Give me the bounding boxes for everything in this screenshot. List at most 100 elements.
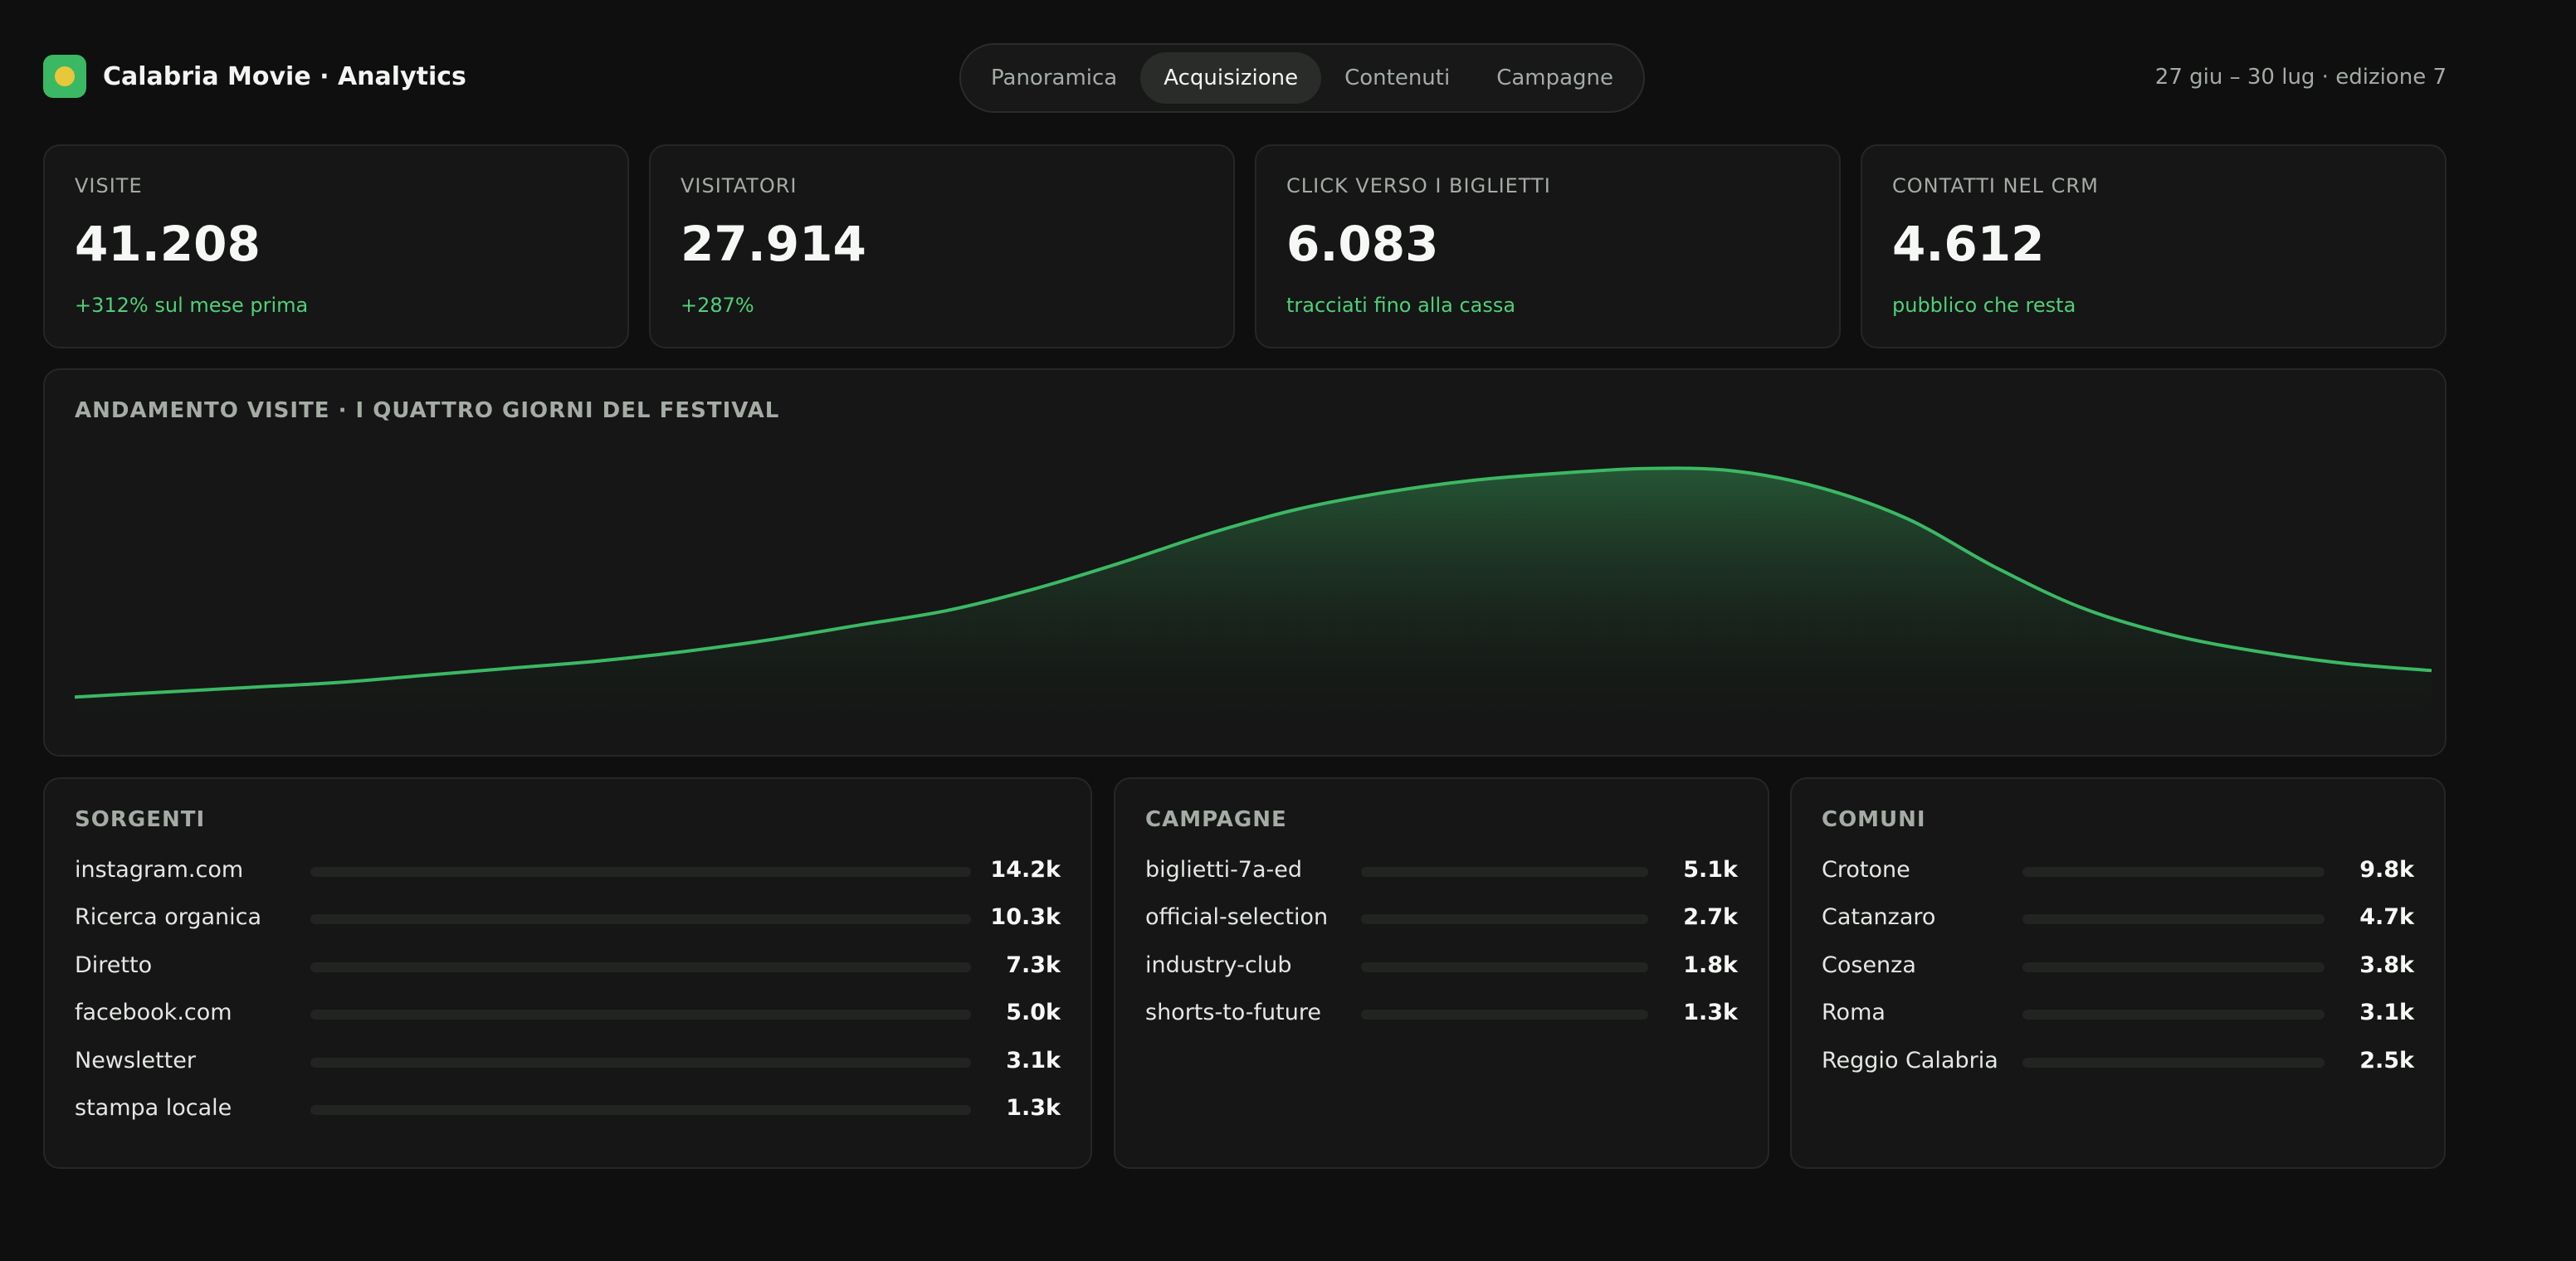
brand-title: Calabria Movie · Analytics bbox=[103, 61, 466, 91]
data-point[interactable] bbox=[1900, 511, 1916, 528]
data-point[interactable] bbox=[1201, 525, 1217, 542]
bar-track bbox=[1361, 1010, 1648, 1020]
data-point[interactable] bbox=[1637, 460, 1654, 477]
data-point[interactable] bbox=[677, 643, 694, 660]
kpi-delta: +312% sul mese prima bbox=[75, 294, 309, 317]
data-point[interactable] bbox=[1550, 465, 1567, 482]
series-line bbox=[75, 466, 2432, 699]
app-logo-icon bbox=[43, 55, 86, 98]
item-value: 3.1k bbox=[2359, 1000, 2414, 1026]
list-item[interactable]: Newsletter 3.1k bbox=[75, 1048, 1061, 1095]
list-item[interactable]: industry-club 1.8k bbox=[1145, 952, 1738, 1000]
kpi-note: pubblico che resta bbox=[1892, 294, 2076, 317]
list-item[interactable]: official-selection 2.7k bbox=[1145, 904, 1738, 952]
list-item[interactable]: shorts-to-future 1.3k bbox=[1145, 1000, 1738, 1047]
kpi-card-contatti-crm: CONTATTI NEL CRM 4.612 pubblico che rest… bbox=[1861, 144, 2447, 348]
data-point[interactable] bbox=[329, 674, 345, 691]
data-point[interactable] bbox=[1114, 554, 1130, 571]
data-point[interactable] bbox=[241, 679, 257, 696]
bar-track bbox=[1361, 962, 1648, 972]
kpi-label: VISITATORI bbox=[681, 174, 798, 197]
bar-track bbox=[2022, 962, 2325, 972]
data-point[interactable] bbox=[2161, 626, 2178, 643]
data-point[interactable] bbox=[852, 616, 869, 633]
list-item[interactable]: facebook.com 5.0k bbox=[75, 1000, 1061, 1047]
item-value: 7.3k bbox=[1006, 952, 1061, 978]
list-item[interactable]: Ricerca organica 10.3k bbox=[75, 904, 1061, 952]
data-point[interactable] bbox=[1289, 501, 1305, 518]
data-point[interactable] bbox=[1987, 559, 2003, 576]
item-name: Reggio Calabria bbox=[1822, 1047, 1998, 1074]
item-name: industry-club bbox=[1145, 952, 1292, 978]
kpi-label: CLICK VERSO I BIGLIETTI bbox=[1286, 174, 1551, 197]
bar-track bbox=[2022, 867, 2325, 877]
kpi-delta: +287% bbox=[681, 294, 754, 317]
item-name: facebook.com bbox=[75, 1000, 232, 1026]
data-point[interactable] bbox=[1027, 581, 1043, 597]
towns-panel: COMUNI Crotone 9.8k Catanzaro 4.7k Cosenza 3.… bbox=[1790, 777, 2446, 1169]
item-value: 1.3k bbox=[1006, 1094, 1061, 1121]
item-name: Cosenza bbox=[1822, 952, 1916, 978]
kpi-value: 4.612 bbox=[1892, 216, 2045, 272]
data-point[interactable] bbox=[503, 660, 520, 676]
data-point[interactable] bbox=[2249, 643, 2266, 660]
data-point[interactable] bbox=[1376, 484, 1393, 501]
list-item[interactable]: Cosenza 3.8k bbox=[1822, 952, 2414, 1000]
item-name: Diretto bbox=[75, 952, 153, 978]
data-point[interactable] bbox=[590, 653, 607, 669]
towns-list: Crotone 9.8k Catanzaro 4.7k Cosenza 3.8k Roma 3… bbox=[1822, 857, 2414, 1095]
data-point[interactable] bbox=[939, 602, 956, 619]
list-item[interactable]: Catanzaro 4.7k bbox=[1822, 904, 2414, 952]
chart-title: ANDAMENTO VISITE · I QUATTRO GIORNI DEL … bbox=[75, 398, 780, 423]
item-value: 1.8k bbox=[1683, 952, 1738, 978]
bar-track bbox=[2022, 914, 2325, 925]
data-point[interactable] bbox=[2074, 600, 2091, 616]
bar-track bbox=[1361, 867, 1648, 877]
kpi-value: 41.208 bbox=[75, 216, 261, 272]
panel-title: SORGENTI bbox=[75, 807, 206, 832]
data-point[interactable] bbox=[1725, 463, 1742, 480]
item-name: Roma bbox=[1822, 1000, 1886, 1026]
kpi-note: tracciati fino alla cassa bbox=[1286, 294, 1516, 317]
list-item[interactable]: biglietti-7a-ed 5.1k bbox=[1145, 857, 1738, 904]
tab-acquisizione[interactable]: Acquisizione bbox=[1140, 52, 1322, 104]
bar-track bbox=[2022, 1057, 2325, 1068]
data-point[interactable] bbox=[764, 631, 781, 648]
data-point[interactable] bbox=[416, 667, 432, 684]
data-point[interactable] bbox=[2336, 655, 2353, 672]
brand[interactable]: Calabria Movie · Analytics bbox=[43, 55, 466, 98]
list-item[interactable]: Crotone 9.8k bbox=[1822, 857, 2414, 904]
item-value: 2.5k bbox=[2359, 1047, 2414, 1074]
bar-track bbox=[310, 1057, 971, 1068]
top-bar: Calabria Movie · Analytics Panoramica Ac… bbox=[43, 43, 2447, 113]
item-value: 5.0k bbox=[1006, 1000, 1061, 1026]
list-item[interactable]: Diretto 7.3k bbox=[75, 952, 1061, 1000]
area-fill bbox=[75, 468, 2432, 752]
item-value: 9.8k bbox=[2359, 857, 2414, 883]
item-value: 4.7k bbox=[2359, 904, 2414, 931]
list-item[interactable]: Reggio Calabria 2.5k bbox=[1822, 1048, 2414, 1095]
item-value: 14.2k bbox=[990, 857, 1061, 883]
campaigns-list: biglietti-7a-ed 5.1k official-selection 2.7… bbox=[1145, 857, 1738, 1048]
bar-track bbox=[310, 1010, 971, 1020]
tab-panoramica[interactable]: Panoramica bbox=[991, 66, 1118, 90]
item-value: 3.1k bbox=[1006, 1047, 1061, 1074]
list-item[interactable]: stampa locale 1.3k bbox=[75, 1095, 1061, 1142]
sources-panel: SORGENTI instagram.com 14.2k Ricerca organ… bbox=[43, 777, 1092, 1169]
tab-campagne[interactable]: Campagne bbox=[1496, 66, 1614, 90]
list-item[interactable]: Roma 3.1k bbox=[1822, 1000, 2414, 1047]
kpi-card-visitatori: VISITATORI 27.914 +287% bbox=[649, 144, 1235, 348]
item-name: Catanzaro bbox=[1822, 904, 1936, 931]
kpi-label: CONTATTI NEL CRM bbox=[1892, 174, 2099, 197]
campaigns-panel: CAMPAGNE biglietti-7a-ed 5.1k official-sel… bbox=[1114, 777, 1769, 1169]
list-item[interactable]: instagram.com 14.2k bbox=[75, 857, 1061, 904]
item-name: Crotone bbox=[1822, 857, 1910, 883]
data-point[interactable] bbox=[1463, 472, 1480, 489]
data-point[interactable] bbox=[154, 684, 170, 700]
kpi-value: 27.914 bbox=[681, 216, 866, 272]
tab-contenuti[interactable]: Contenuti bbox=[1344, 66, 1451, 90]
bar-track bbox=[2022, 1010, 2325, 1020]
data-point[interactable] bbox=[1812, 480, 1829, 496]
item-value: 5.1k bbox=[1683, 857, 1738, 883]
item-name: shorts-to-future bbox=[1145, 1000, 1321, 1026]
